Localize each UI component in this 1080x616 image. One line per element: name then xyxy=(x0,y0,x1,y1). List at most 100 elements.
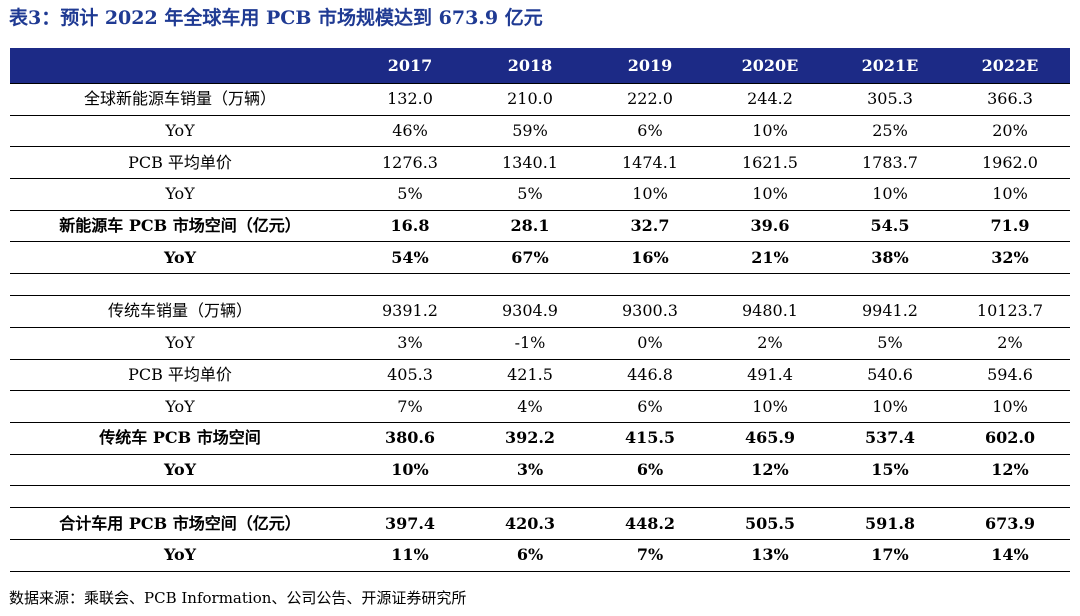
row-value: 602.0 xyxy=(950,422,1070,455)
row-value: 39.6 xyxy=(710,210,830,243)
row-value: 15% xyxy=(830,454,950,487)
row-value: 392.2 xyxy=(470,422,590,455)
row-value: 4% xyxy=(470,390,590,423)
row-label: YoY xyxy=(10,454,350,487)
row-value: 6% xyxy=(470,539,590,572)
table-row: 传统车 PCB 市场空间 380.6 392.2 415.5 465.9 537.4 602… xyxy=(10,422,1070,455)
table-row: PCB 平均单价 405.3 421.5 446.8 491.4 540.6 594.6 xyxy=(10,359,1070,392)
row-value: 1783.7 xyxy=(830,146,950,180)
row-value: 1340.1 xyxy=(470,146,590,180)
header-cell-year: 2017 xyxy=(350,48,470,84)
row-value: 10% xyxy=(950,390,1070,423)
row-label: YoY xyxy=(10,327,350,360)
spacer-row xyxy=(10,485,1070,509)
row-value: 6% xyxy=(590,454,710,487)
row-value: 12% xyxy=(710,454,830,487)
row-value: 10% xyxy=(710,178,830,211)
row-value: 20% xyxy=(950,115,1070,148)
row-value: 210.0 xyxy=(470,83,590,116)
row-value: 9480.1 xyxy=(710,295,830,328)
row-value: 537.4 xyxy=(830,422,950,455)
row-label: YoY xyxy=(10,178,350,211)
table-row: YoY 54% 67% 16% 21% 38% 32% xyxy=(10,241,1070,275)
row-value: -1% xyxy=(470,327,590,360)
table-row: YoY 11% 6% 7% 13% 17% 14% xyxy=(10,539,1070,572)
row-value: 5% xyxy=(470,178,590,211)
row-value: 222.0 xyxy=(590,83,710,116)
header-cell-year: 2021E xyxy=(830,48,950,84)
row-value: 71.9 xyxy=(950,210,1070,243)
header-row: 2017 2018 2019 2020E 2021E 2022E xyxy=(10,48,1070,84)
row-label: PCB 平均单价 xyxy=(10,359,350,392)
row-value: 10% xyxy=(710,115,830,148)
row-value: 13% xyxy=(710,539,830,572)
row-value: 11% xyxy=(350,539,470,572)
row-value: 21% xyxy=(710,241,830,275)
row-label: YoY xyxy=(10,241,350,275)
row-value: 6% xyxy=(590,115,710,148)
row-value: 673.9 xyxy=(950,507,1070,540)
row-value: 10% xyxy=(830,390,950,423)
row-value: 10% xyxy=(710,390,830,423)
spacer-cell xyxy=(10,485,1070,509)
row-label: 全球新能源车销量（万辆） xyxy=(10,83,350,116)
row-value: 405.3 xyxy=(350,359,470,392)
row-value: 12% xyxy=(950,454,1070,487)
row-label: 合计车用 PCB 市场空间（亿元） xyxy=(10,507,350,540)
row-value: 54.5 xyxy=(830,210,950,243)
table-row: YoY 3% -1% 0% 2% 5% 2% xyxy=(10,327,1070,360)
row-value: 244.2 xyxy=(710,83,830,116)
row-label: YoY xyxy=(10,390,350,423)
row-value: 10% xyxy=(950,178,1070,211)
table-row: YoY 10% 3% 6% 12% 15% 12% xyxy=(10,454,1070,487)
row-value: 7% xyxy=(590,539,710,572)
row-value: 366.3 xyxy=(950,83,1070,116)
row-value: 594.6 xyxy=(950,359,1070,392)
row-value: 10% xyxy=(350,454,470,487)
table-title: 表3：预计 2022 年全球车用 PCB 市场规模达到 673.9 亿元 xyxy=(9,7,543,29)
row-value: 46% xyxy=(350,115,470,148)
row-value: 9941.2 xyxy=(830,295,950,328)
table-row: YoY 7% 4% 6% 10% 10% 10% xyxy=(10,390,1070,423)
spacer-cell xyxy=(10,273,1070,297)
table-row: YoY 5% 5% 10% 10% 10% 10% xyxy=(10,178,1070,211)
table-row: 全球新能源车销量（万辆） 132.0 210.0 222.0 244.2 305.3 366… xyxy=(10,83,1070,116)
header-cell-year: 2018 xyxy=(470,48,590,84)
row-value: 491.4 xyxy=(710,359,830,392)
row-value: 67% xyxy=(470,241,590,275)
row-value: 1276.3 xyxy=(350,146,470,180)
row-label: 传统车 PCB 市场空间 xyxy=(10,422,350,455)
row-value: 10123.7 xyxy=(950,295,1070,328)
row-value: 59% xyxy=(470,115,590,148)
row-value: 421.5 xyxy=(470,359,590,392)
row-value: 9391.2 xyxy=(350,295,470,328)
row-value: 9300.3 xyxy=(590,295,710,328)
row-value: 5% xyxy=(830,327,950,360)
row-value: 25% xyxy=(830,115,950,148)
row-value: 305.3 xyxy=(830,83,950,116)
row-value: 5% xyxy=(350,178,470,211)
row-label: 新能源车 PCB 市场空间（亿元） xyxy=(10,210,350,243)
row-value: 3% xyxy=(350,327,470,360)
row-value: 415.5 xyxy=(590,422,710,455)
table-row: PCB 平均单价 1276.3 1340.1 1474.1 1621.5 1783.7 19… xyxy=(10,146,1070,180)
row-value: 54% xyxy=(350,241,470,275)
table-row: 合计车用 PCB 市场空间（亿元） 397.4 420.3 448.2 505.5 591… xyxy=(10,507,1070,540)
row-value: 540.6 xyxy=(830,359,950,392)
row-value: 6% xyxy=(590,390,710,423)
row-value: 2% xyxy=(950,327,1070,360)
row-value: 32% xyxy=(950,241,1070,275)
row-value: 7% xyxy=(350,390,470,423)
header-cell-year: 2022E xyxy=(950,48,1070,84)
row-value: 28.1 xyxy=(470,210,590,243)
row-value: 38% xyxy=(830,241,950,275)
source-note: 数据来源：乘联会、PCB Information、公司公告、开源证券研究所 xyxy=(9,589,467,607)
row-value: 591.8 xyxy=(830,507,950,540)
row-value: 10% xyxy=(590,178,710,211)
row-value: 1474.1 xyxy=(590,146,710,180)
table-body: 全球新能源车销量（万辆） 132.0 210.0 222.0 244.2 305.3 366… xyxy=(10,83,1070,572)
row-value: 16.8 xyxy=(350,210,470,243)
row-label: 传统车销量（万辆） xyxy=(10,295,350,328)
row-value: 448.2 xyxy=(590,507,710,540)
row-value: 1621.5 xyxy=(710,146,830,180)
